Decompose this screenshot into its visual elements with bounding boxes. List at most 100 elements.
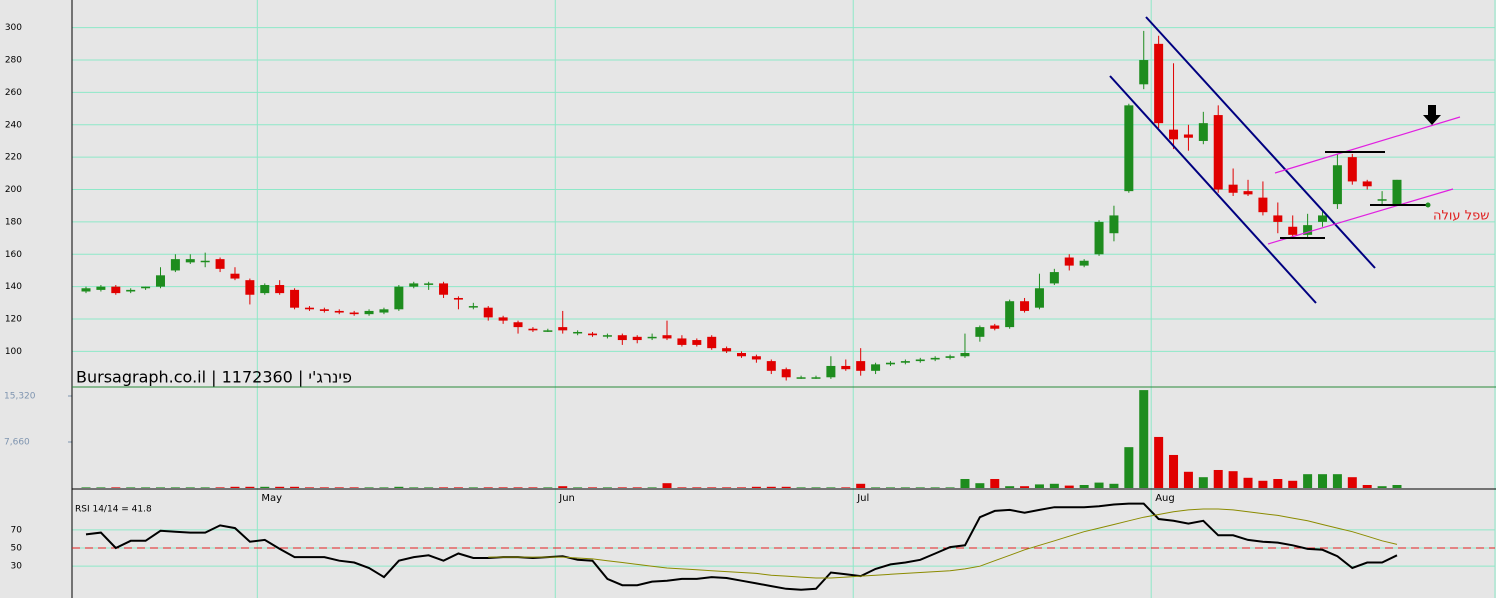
candle-body <box>1347 157 1357 182</box>
candle-body <box>796 377 806 379</box>
volume-bar <box>155 487 165 488</box>
volume-bar <box>245 486 255 488</box>
candle-body <box>737 353 746 357</box>
volume-bar <box>334 487 344 488</box>
volume-bar <box>1273 478 1283 488</box>
candle-body <box>1079 260 1089 266</box>
candle-body <box>841 365 851 370</box>
volume-bar <box>841 487 851 488</box>
candle-body <box>766 361 776 371</box>
x-tick-label: May <box>261 493 282 504</box>
candle-body <box>543 330 553 332</box>
rsi-line <box>85 502 1398 591</box>
volume-bar <box>900 487 910 488</box>
volume-bar <box>692 487 702 488</box>
candle-body <box>558 327 568 331</box>
volume-bar <box>930 487 940 488</box>
candle-body <box>662 335 672 339</box>
volume-bar <box>513 487 523 488</box>
volume-bar <box>528 487 538 488</box>
candle-body <box>945 356 955 358</box>
volume-bar <box>990 478 1000 488</box>
candle-body <box>364 310 374 315</box>
volume-bar <box>826 487 836 488</box>
candle-body <box>602 335 612 337</box>
trend-line <box>1274 116 1461 174</box>
candle-body <box>81 288 91 292</box>
candle-body <box>1273 215 1283 222</box>
candle-body <box>1228 184 1238 193</box>
candle-body <box>304 307 314 310</box>
candle-body <box>856 361 866 371</box>
marks-layer <box>72 30 1495 591</box>
volume-bar <box>1109 483 1119 488</box>
arrow-icon <box>1423 105 1441 125</box>
volume-bar <box>215 487 225 488</box>
volume-bar <box>483 487 493 488</box>
volume-bar <box>1124 447 1134 488</box>
candle-body <box>453 297 463 300</box>
volume-bar <box>1243 477 1253 488</box>
candle-body <box>394 286 404 310</box>
candle-body <box>707 336 717 349</box>
candle-body <box>424 283 434 285</box>
candle-body <box>230 273 240 279</box>
candle-body <box>1362 181 1372 187</box>
candle-body <box>647 336 657 339</box>
volume-bar <box>349 487 359 488</box>
candle-body <box>990 325 1000 329</box>
candle-body <box>1377 199 1387 201</box>
volume-bar <box>200 487 210 488</box>
volume-bar <box>260 486 270 488</box>
volume-bar <box>230 486 240 488</box>
y-tick-label: 300 <box>5 23 22 33</box>
level-point <box>1425 202 1431 208</box>
volume-bar <box>707 487 717 488</box>
candle-body <box>439 283 449 295</box>
volume-bar <box>304 487 314 488</box>
y-tick-label: 70 <box>11 525 23 535</box>
candle-body <box>1213 115 1223 190</box>
volume-bar <box>1362 484 1372 488</box>
volume-bar <box>1183 471 1193 488</box>
y-tick-label: 30 <box>11 562 23 572</box>
volume-bar <box>960 478 970 488</box>
candle-body <box>915 359 925 362</box>
y-tick-label: 240 <box>5 120 22 130</box>
candle-body <box>319 309 329 311</box>
y-tick-label: 260 <box>5 88 22 98</box>
volume-bar <box>409 487 419 488</box>
volume-bar <box>1213 469 1223 488</box>
volume-bar <box>871 487 881 488</box>
y-tick-label: 180 <box>5 217 22 227</box>
volume-bar <box>647 487 657 488</box>
volume-bar <box>766 486 776 488</box>
y-tick-label: 15,320 <box>4 391 36 401</box>
candle-body <box>811 377 821 379</box>
volume-bar <box>275 486 285 488</box>
x-tick-label: Jul <box>856 493 869 504</box>
volume-bar <box>945 487 955 488</box>
candle-body <box>1005 301 1015 328</box>
candle-body <box>900 361 910 363</box>
candle-body <box>1288 226 1298 235</box>
y-tick-label: 7,660 <box>4 437 30 447</box>
candle-body <box>1318 215 1328 222</box>
volume-bar <box>453 487 463 488</box>
candle-body <box>290 289 300 308</box>
volume-bar <box>1064 485 1074 488</box>
volume-bar <box>394 486 404 488</box>
candle-body <box>1139 60 1149 85</box>
volume-bar <box>379 487 389 488</box>
candle-body <box>215 259 225 269</box>
candle-body <box>1169 129 1179 140</box>
candle-body <box>155 275 165 287</box>
volume-bar <box>1169 454 1179 488</box>
candle-body <box>379 309 389 313</box>
candle-body <box>1332 165 1342 205</box>
trend-line <box>1267 188 1454 245</box>
volume-bar <box>811 487 821 488</box>
candle-body <box>334 310 344 313</box>
candle-body <box>498 317 508 321</box>
volume-bar <box>319 487 329 488</box>
